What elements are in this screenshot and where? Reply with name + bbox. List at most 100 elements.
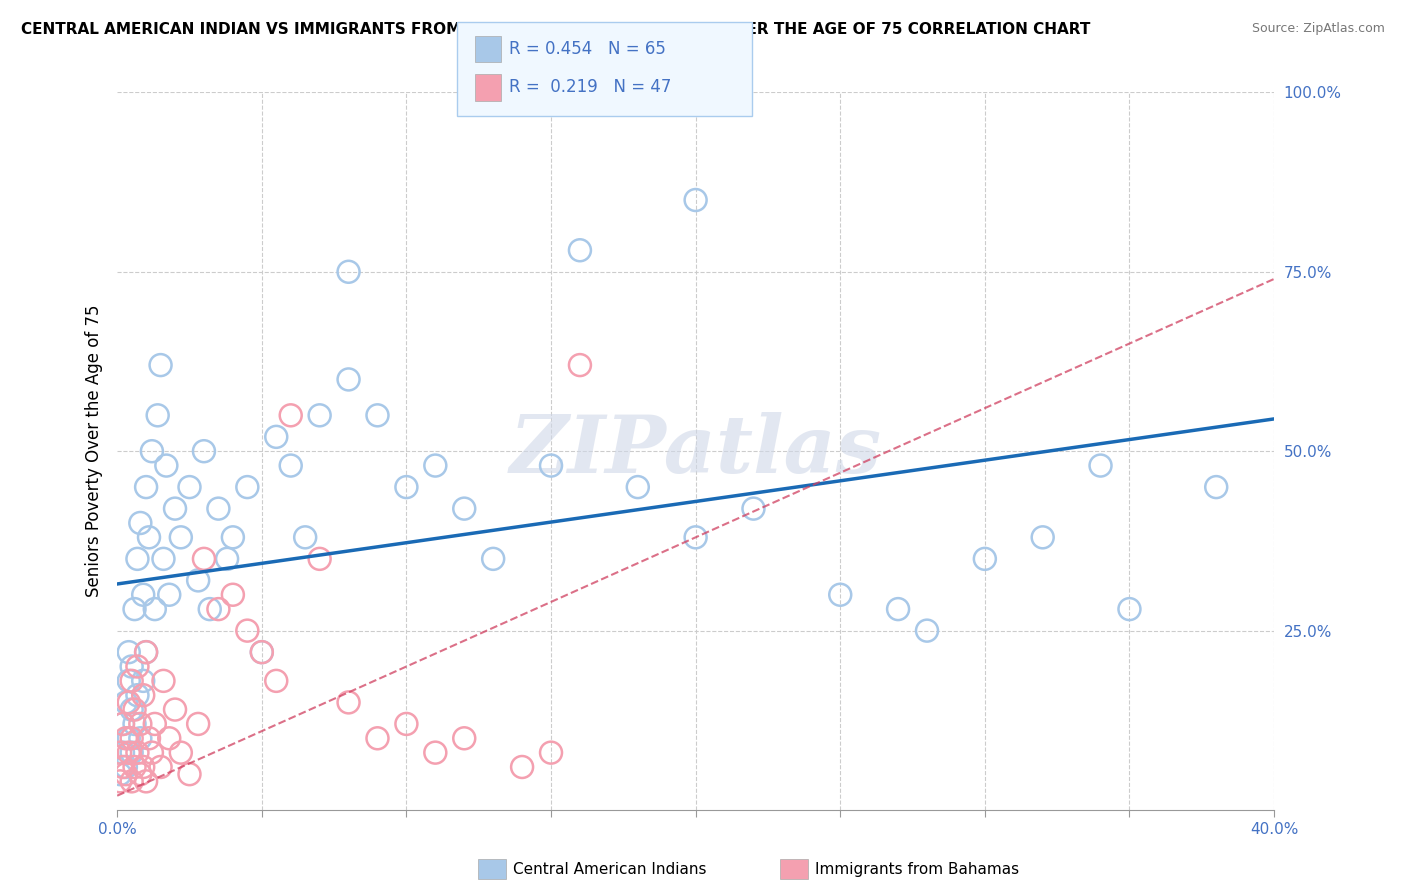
Point [118, 731, 141, 746]
Text: R = 0.454   N = 65: R = 0.454 N = 65 [509, 40, 666, 58]
Point [155, 458, 177, 473]
Point [108, 774, 131, 789]
Point [915, 624, 938, 638]
Point [124, 602, 146, 616]
Point [124, 702, 146, 716]
Point [127, 688, 149, 702]
Point [141, 746, 163, 760]
Point [540, 458, 562, 473]
Point [149, 358, 172, 372]
Point [141, 444, 163, 458]
Point [187, 574, 209, 588]
Point [425, 746, 447, 760]
Point [179, 767, 201, 781]
Point [152, 673, 174, 688]
Point [170, 746, 193, 760]
Point [121, 673, 143, 688]
Point [222, 530, 245, 544]
Point [179, 480, 201, 494]
Point [111, 717, 134, 731]
Point [294, 530, 316, 544]
Point [453, 731, 475, 746]
Point [129, 731, 152, 746]
Point [207, 602, 229, 616]
Text: Immigrants from Bahamas: Immigrants from Bahamas [815, 863, 1019, 877]
Point [236, 624, 259, 638]
Point [118, 645, 141, 659]
Point [366, 409, 388, 423]
Point [132, 760, 155, 774]
Point [830, 588, 852, 602]
Point [143, 717, 166, 731]
Point [135, 774, 157, 789]
Point [250, 645, 273, 659]
Point [163, 702, 186, 716]
Point [236, 480, 259, 494]
Point [115, 760, 138, 774]
Point [138, 530, 160, 544]
Point [149, 760, 172, 774]
Point [111, 717, 134, 731]
Point [124, 717, 146, 731]
Point [264, 673, 287, 688]
Point [337, 265, 360, 279]
Point [115, 767, 138, 781]
Point [118, 695, 141, 709]
Point [425, 458, 447, 473]
Point [124, 760, 146, 774]
Point [568, 244, 591, 258]
Text: Central American Indians: Central American Indians [513, 863, 707, 877]
Point [453, 501, 475, 516]
Point [207, 501, 229, 516]
Point [217, 552, 239, 566]
Point [152, 552, 174, 566]
Point [510, 760, 533, 774]
Point [187, 717, 209, 731]
Point [121, 659, 143, 673]
Point [157, 588, 180, 602]
Point [308, 552, 330, 566]
Point [742, 501, 765, 516]
Point [132, 588, 155, 602]
Point [627, 480, 650, 494]
Point [568, 358, 591, 372]
Point [250, 645, 273, 659]
Point [121, 774, 143, 789]
Point [280, 409, 302, 423]
Text: ZIPatlas: ZIPatlas [509, 412, 882, 490]
Point [127, 746, 149, 760]
Point [685, 530, 707, 544]
Point [337, 372, 360, 386]
Point [108, 767, 131, 781]
Point [115, 731, 138, 746]
Point [193, 552, 215, 566]
Point [1090, 458, 1112, 473]
Point [121, 746, 143, 760]
Point [121, 702, 143, 716]
Point [127, 552, 149, 566]
Y-axis label: Seniors Poverty Over the Age of 75: Seniors Poverty Over the Age of 75 [86, 305, 103, 598]
Point [129, 717, 152, 731]
Point [127, 659, 149, 673]
Point [395, 717, 418, 731]
Point [482, 552, 505, 566]
Point [146, 409, 169, 423]
Point [1205, 480, 1227, 494]
Point [111, 760, 134, 774]
Point [129, 516, 152, 530]
Point [308, 409, 330, 423]
Point [135, 645, 157, 659]
Point [132, 688, 155, 702]
Point [129, 767, 152, 781]
Point [337, 695, 360, 709]
Point [115, 695, 138, 709]
Point [163, 501, 186, 516]
Point [143, 602, 166, 616]
Point [887, 602, 910, 616]
Point [222, 588, 245, 602]
Point [111, 746, 134, 760]
Point [366, 731, 388, 746]
Text: Source: ZipAtlas.com: Source: ZipAtlas.com [1251, 22, 1385, 36]
Point [1118, 602, 1140, 616]
Point [118, 746, 141, 760]
